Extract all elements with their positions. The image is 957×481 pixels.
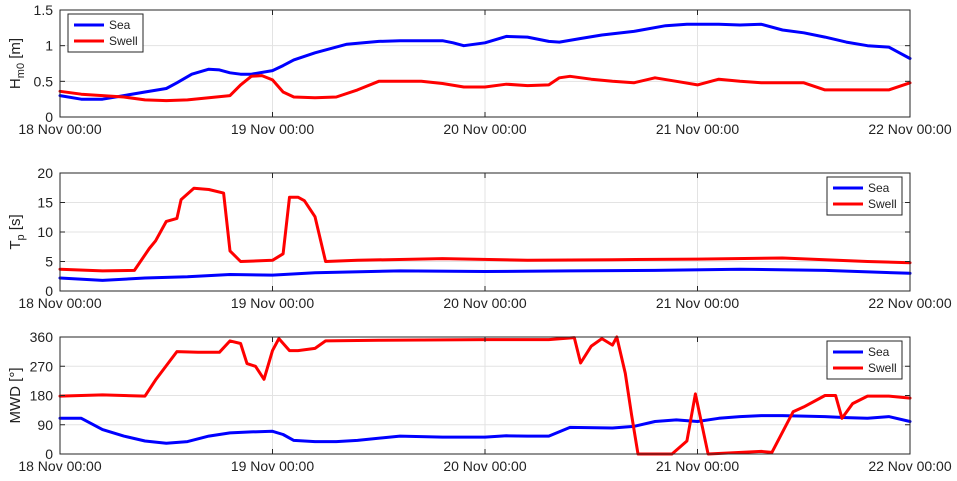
x-tick-label: 21 Nov 00:00 [656,458,739,474]
series-line-sea [58,267,912,282]
x-tick-label: 19 Nov 00:00 [231,121,314,137]
y-axis-label-main: MWD [°] [7,368,24,424]
series-line-sea [58,414,912,445]
series-line-swell [58,74,912,103]
legend-label: Sea [868,345,890,359]
y-tick-label: 0.5 [34,73,54,89]
y-axis-label-subscript: m0 [15,63,27,78]
x-tick-label: 18 Nov 00:00 [18,121,101,137]
y-axis-label: MWD [°] [7,368,24,424]
x-tick-label: 19 Nov 00:00 [231,295,314,311]
legend: Sea Swell [826,340,903,380]
legend-box [826,340,903,380]
y-axis-label-main: H [7,78,24,89]
legend-box [826,176,903,216]
y-axis-label: Hm0 [m] [7,38,27,89]
series-line-swell [58,335,912,456]
legend: Sea Swell [826,176,903,216]
series-line-sea [58,22,912,101]
y-tick-label: 270 [30,358,54,374]
x-tick-label: 21 Nov 00:00 [656,121,739,137]
x-tick-label: 22 Nov 00:00 [868,121,951,137]
y-tick-label: 1.5 [34,2,54,18]
x-tick-label: 21 Nov 00:00 [656,295,739,311]
y-axis-label-unit: [s] [7,214,24,234]
y-tick-label: 1 [45,38,53,54]
x-tick-label: 20 Nov 00:00 [443,295,526,311]
legend-label: Sea [109,18,131,32]
y-tick-label: 0 [45,283,53,299]
y-tick-label: 90 [37,417,53,433]
chart-panel-1: 18 Nov 00:00 19 Nov 00:00 20 Nov 00:00 21 N… [7,2,952,137]
y-tick-label: 5 [45,254,53,270]
y-tick-label: 180 [30,388,54,404]
chart-panel-3: 18 Nov 00:00 19 Nov 00:00 20 Nov 00:00 21 N… [7,329,952,474]
x-tick-label: 20 Nov 00:00 [443,458,526,474]
y-tick-label: 15 [37,195,53,211]
y-axis-label-subscript: p [15,234,27,240]
legend-label: Swell [868,197,897,211]
x-tick-label: 19 Nov 00:00 [231,458,314,474]
y-tick-label: 0 [45,109,53,125]
series-line-swell [58,186,912,273]
chart-panel-2: 18 Nov 00:00 19 Nov 00:00 20 Nov 00:00 21 N… [7,165,952,311]
legend: Sea Swell [67,13,144,53]
y-axis-label-unit: [m] [7,38,24,63]
y-axis-label: Tp [s] [7,214,27,249]
y-tick-label: 360 [30,329,54,345]
x-tick-label: 18 Nov 00:00 [18,458,101,474]
y-tick-label: 0 [45,446,53,462]
legend-box [67,13,144,53]
y-tick-label: 10 [37,224,53,240]
legend-label: Swell [109,34,138,48]
legend-label: Sea [868,181,890,195]
x-tick-label: 22 Nov 00:00 [868,295,951,311]
legend-label: Swell [868,361,897,375]
x-tick-label: 22 Nov 00:00 [868,458,951,474]
y-axis-label-main: T [7,240,24,249]
y-tick-label: 20 [37,165,53,181]
x-tick-label: 20 Nov 00:00 [443,121,526,137]
x-tick-label: 18 Nov 00:00 [18,295,101,311]
